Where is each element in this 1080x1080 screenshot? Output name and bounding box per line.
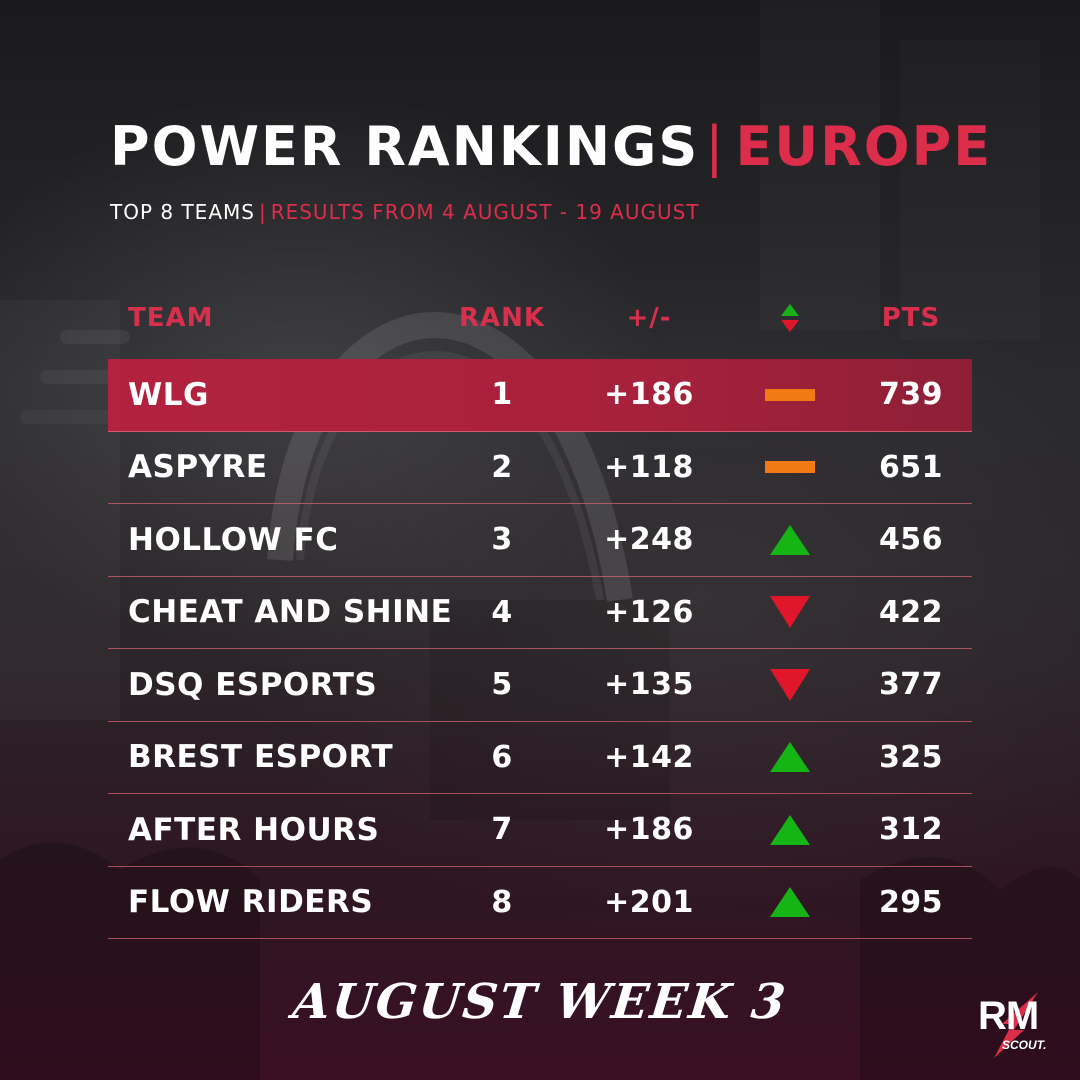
- team-pts: 456: [878, 522, 944, 558]
- header-team: TEAM: [128, 303, 214, 333]
- team-delta: +186: [604, 377, 694, 413]
- team-name: DSQ ESPORTS: [128, 666, 378, 703]
- table-row: CHEAT AND SHINE 4 +126 422: [108, 577, 972, 649]
- team-name: BREST ESPORT: [128, 739, 394, 776]
- team-rank: 4: [491, 594, 513, 630]
- table-row: BREST ESPORT 6 +142 325: [108, 722, 972, 794]
- logo-text: RM: [978, 994, 1039, 1038]
- brand-logo: RM SCOUT.: [968, 990, 1058, 1060]
- team-pts: 312: [878, 812, 944, 848]
- team-pts: 377: [878, 667, 944, 703]
- team-name: FLOW RIDERS: [128, 884, 374, 921]
- dash-icon: [765, 388, 815, 401]
- triangle-down-icon: [781, 320, 799, 332]
- team-name: ASPYRE: [128, 449, 268, 486]
- table-row: FLOW RIDERS 8 +201 295: [108, 867, 972, 939]
- triangle-up-icon: [770, 814, 810, 845]
- table-row: WLG 1 +186 739: [108, 359, 972, 432]
- team-rank: 3: [491, 522, 513, 558]
- table-row: DSQ ESPORTS 5 +135 377: [108, 649, 972, 722]
- team-rank: 2: [491, 449, 513, 485]
- subtitle-prefix: TOP 8 TEAMS: [110, 200, 255, 224]
- team-delta: +135: [604, 667, 694, 703]
- triangle-up-icon: [781, 304, 799, 316]
- team-name: HOLLOW FC: [128, 521, 339, 558]
- team-rank: 5: [491, 667, 513, 703]
- triangle-down-icon: [770, 596, 810, 629]
- team-delta: +248: [604, 522, 694, 558]
- subtitle-separator: |: [258, 200, 267, 224]
- team-name: WLG: [128, 376, 209, 413]
- team-pts: 739: [878, 377, 944, 413]
- team-pts: 651: [878, 449, 944, 485]
- team-pts: 325: [878, 739, 944, 775]
- team-pts: 422: [878, 594, 944, 630]
- team-delta: +201: [604, 884, 694, 920]
- page-title: POWER RANKINGS | EUROPE: [110, 112, 992, 182]
- header-delta: +/-: [626, 303, 672, 333]
- team-delta: +118: [604, 449, 694, 485]
- triangle-up-icon: [770, 524, 810, 555]
- team-rank: 6: [491, 739, 513, 775]
- subtitle: TOP 8 TEAMS | RESULTS FROM 4 AUGUST - 19 A…: [110, 200, 700, 224]
- header-rank: RANK: [458, 303, 546, 333]
- logo-subtext: SCOUT.: [1002, 1038, 1047, 1052]
- logo-slash-icon: [994, 992, 1038, 1058]
- team-delta: +126: [604, 594, 694, 630]
- title-separator: |: [705, 115, 726, 178]
- table-header: TEAM RANK +/- PTS: [108, 290, 972, 346]
- triangle-down-icon: [770, 668, 810, 701]
- team-name: CHEAT AND SHINE: [128, 594, 453, 631]
- subtitle-range: RESULTS FROM 4 AUGUST - 19 AUGUST: [270, 200, 700, 224]
- title-region: EUROPE: [735, 115, 993, 178]
- team-delta: +186: [604, 812, 694, 848]
- table-row: ASPYRE 2 +118 651: [108, 432, 972, 504]
- team-rank: 1: [491, 377, 513, 413]
- rankings-table: TEAM RANK +/- PTS WLG 1 +186 739 ASPYRE …: [108, 290, 972, 939]
- triangle-up-icon: [770, 742, 810, 773]
- title-main: POWER RANKINGS: [110, 115, 700, 178]
- table-row: HOLLOW FC 3 +248 456: [108, 504, 972, 577]
- week-label: AUGUST WEEK 3: [290, 974, 790, 1030]
- dash-icon: [765, 461, 815, 474]
- team-name: AFTER HOURS: [128, 811, 380, 848]
- triangle-up-icon: [770, 887, 810, 918]
- team-delta: +142: [604, 739, 694, 775]
- header-trend: [728, 290, 852, 346]
- table-body: WLG 1 +186 739 ASPYRE 2 +118 651 HOLLOW …: [108, 359, 972, 939]
- table-row: AFTER HOURS 7 +186 312: [108, 794, 972, 867]
- header-pts: PTS: [881, 303, 941, 333]
- team-pts: 295: [878, 884, 944, 920]
- team-rank: 8: [491, 884, 513, 920]
- team-rank: 7: [491, 812, 513, 848]
